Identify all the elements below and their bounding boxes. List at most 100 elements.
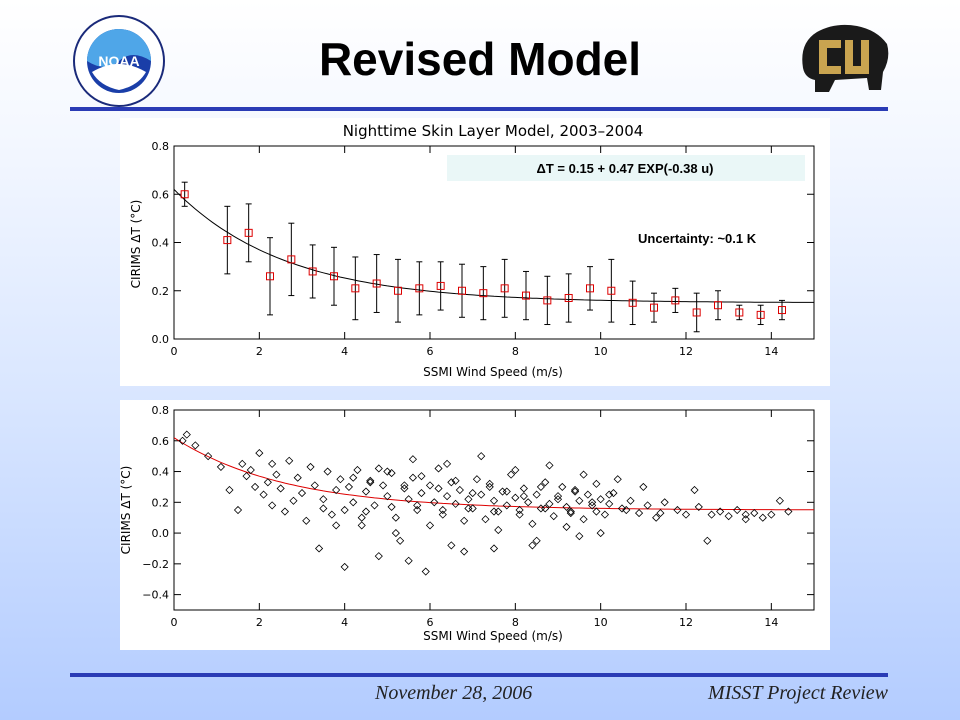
data-point	[415, 284, 424, 293]
data-point	[607, 286, 616, 295]
data-point	[489, 544, 499, 553]
y-tick-label: 0.2	[152, 496, 170, 509]
data-point	[434, 484, 443, 493]
data-point	[302, 516, 311, 525]
data-point	[417, 472, 426, 481]
data-point	[425, 481, 435, 490]
uncertainty-label: Uncertainty: ~0.1 K	[638, 231, 757, 246]
data-point	[408, 473, 417, 482]
data-point	[327, 510, 336, 519]
equation-label: ΔT = 0.15 + 0.47 EXP(-0.38 u)	[537, 161, 714, 176]
data-point	[775, 496, 784, 505]
data-point	[643, 501, 652, 510]
data-point	[524, 498, 533, 507]
data-point	[417, 489, 426, 498]
data-point	[374, 464, 383, 473]
x-tick-label: 14	[764, 616, 778, 629]
data-point	[191, 441, 200, 450]
data-point	[479, 289, 488, 298]
data-point	[404, 495, 413, 504]
data-point	[340, 505, 349, 515]
data-point	[536, 482, 545, 491]
data-point	[425, 521, 435, 530]
data-point	[553, 495, 563, 504]
x-tick-label: 0	[171, 616, 178, 629]
data-point	[522, 291, 530, 300]
data-point	[489, 496, 499, 505]
data-point	[673, 505, 682, 515]
data-point	[204, 452, 213, 461]
data-point	[714, 301, 722, 310]
data-point	[421, 567, 430, 576]
data-point	[310, 481, 319, 490]
data-point	[758, 513, 767, 522]
data-point	[511, 465, 520, 475]
data-point	[404, 556, 413, 565]
y-tick-label: 0.4	[152, 466, 170, 479]
y-tick-label: −0.4	[142, 589, 169, 602]
data-point	[515, 510, 524, 519]
data-point	[182, 430, 191, 439]
data-point	[272, 470, 281, 479]
data-point	[268, 459, 277, 468]
fit-curve	[173, 437, 815, 511]
data-point	[549, 512, 558, 521]
data-point	[391, 513, 400, 522]
footer-event: MISST Project Review	[708, 682, 888, 704]
data-point	[652, 513, 661, 522]
data-point	[374, 552, 383, 561]
x-axis-label: SSMI Wind Speed (m/s)	[423, 629, 563, 643]
data-point	[784, 507, 793, 516]
data-point	[443, 459, 452, 468]
data-point	[225, 485, 234, 495]
data-point	[297, 489, 307, 498]
data-point	[366, 476, 375, 485]
fit-curve	[173, 189, 814, 303]
data-point	[519, 484, 528, 493]
data-point	[756, 310, 765, 319]
data-point	[251, 482, 260, 491]
data-point	[242, 472, 251, 481]
data-point	[750, 509, 759, 518]
data-point	[268, 501, 277, 510]
data-point	[528, 541, 537, 550]
data-point	[579, 515, 588, 524]
x-tick-label: 6	[427, 616, 434, 629]
data-point	[351, 284, 360, 293]
data-point	[553, 492, 563, 501]
data-point	[545, 461, 554, 470]
nighttime-model-chart: Nighttime Skin Layer Model, 2003–2004 ΔT…	[120, 118, 830, 386]
data-point	[575, 532, 584, 541]
x-axis-label: SSMI Wind Speed (m/s)	[423, 365, 563, 379]
data-point	[357, 521, 366, 530]
data-point	[370, 501, 379, 510]
title-divider	[70, 107, 888, 111]
data-point	[280, 507, 289, 516]
data-point	[396, 536, 405, 545]
equation-box	[447, 155, 805, 181]
data-point	[575, 496, 584, 505]
data-point	[681, 510, 691, 519]
data-point	[609, 489, 618, 498]
cu-logo-text: CU	[795, 18, 797, 19]
data-point	[180, 190, 189, 199]
data-point	[690, 485, 699, 495]
x-tick-label: 10	[594, 616, 608, 629]
footer-date: November 28, 2006	[375, 682, 533, 704]
data-point	[460, 547, 469, 556]
data-point	[319, 504, 328, 513]
data-point	[349, 498, 358, 507]
data-point	[394, 286, 402, 295]
data-point	[656, 509, 665, 518]
data-point	[707, 510, 716, 519]
data-point	[400, 481, 409, 490]
data-point	[566, 509, 575, 518]
data-point	[266, 272, 274, 281]
data-point	[263, 478, 272, 487]
data-point	[477, 452, 486, 461]
data-point	[596, 495, 605, 504]
data-point	[500, 284, 509, 293]
data-point	[353, 465, 362, 475]
data-point	[545, 499, 554, 508]
x-tick-label: 4	[341, 345, 348, 358]
